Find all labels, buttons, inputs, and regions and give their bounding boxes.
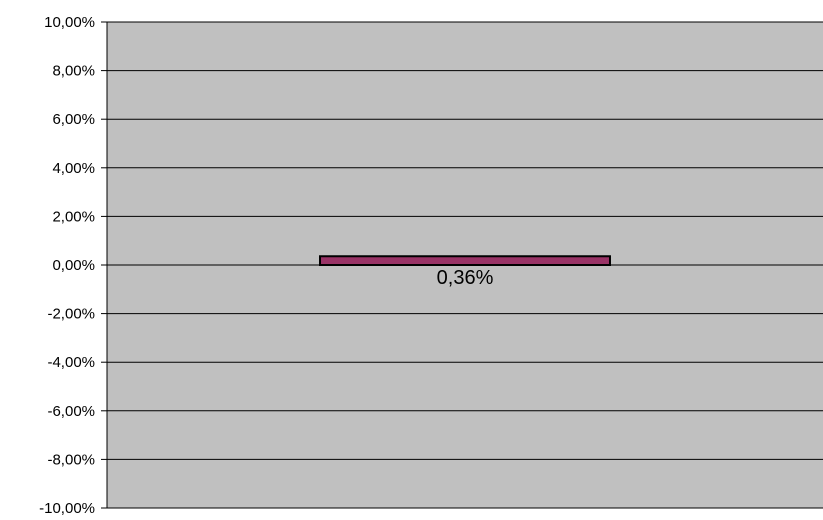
y-tick-label: -2,00% <box>47 306 95 323</box>
y-tick-label: 4,00% <box>52 160 95 177</box>
bar <box>319 255 611 267</box>
y-tick-label: 8,00% <box>52 63 95 80</box>
y-tick-label: 2,00% <box>52 208 95 225</box>
y-axis: 10,00% 8,00% 6,00% 4,00% 2,00% 0,00% -2,00% -4,… <box>39 14 108 517</box>
y-tick-label: 10,00% <box>44 14 95 31</box>
y-tick-label: 0,00% <box>52 257 95 274</box>
bars <box>319 255 611 267</box>
y-tick-label: 6,00% <box>52 111 95 128</box>
y-tick-label: -6,00% <box>47 403 95 420</box>
bar-value-label: 0,36% <box>437 267 494 289</box>
y-tick-label: -4,00% <box>47 354 95 371</box>
gridlines <box>107 21 823 509</box>
y-tick-label: -8,00% <box>47 451 95 468</box>
y-tick-label: -10,00% <box>39 500 95 517</box>
data-labels: 0,36% <box>437 267 494 289</box>
